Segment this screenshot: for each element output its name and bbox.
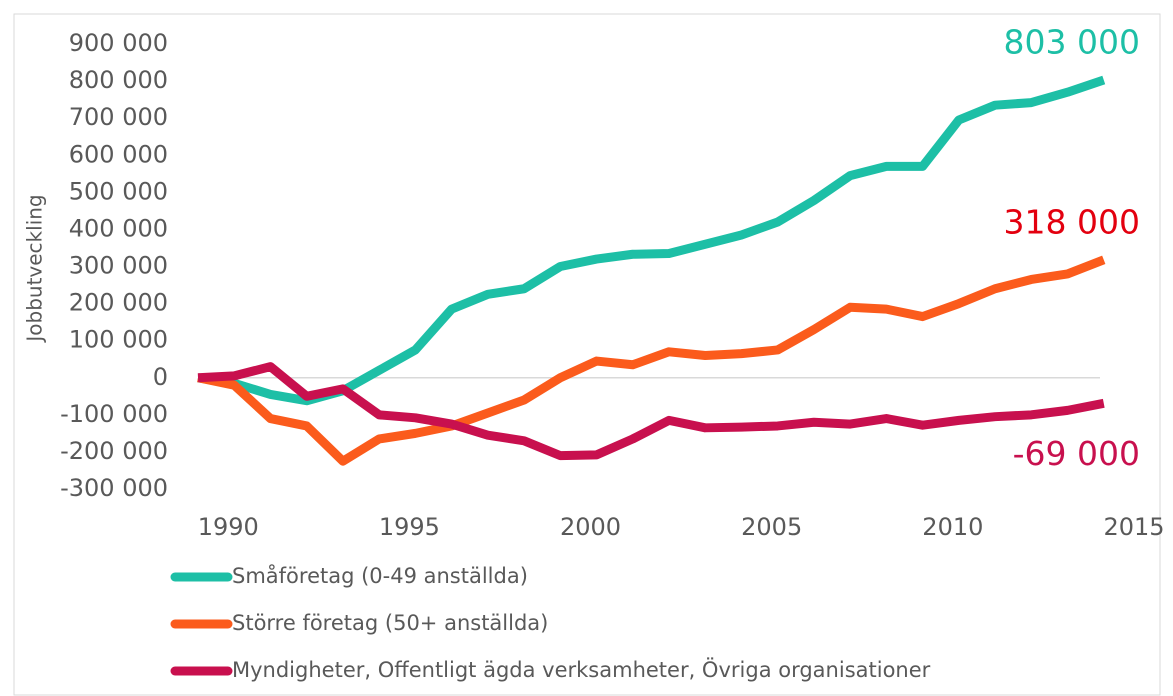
line-series xyxy=(197,75,1106,406)
y-tick-label: 300 000 xyxy=(69,252,168,280)
y-tick-label: 200 000 xyxy=(69,289,168,317)
y-tick-label: 600 000 xyxy=(69,140,168,168)
end-label: 318 000 xyxy=(1004,202,1140,241)
x-tick-label: 2000 xyxy=(560,513,621,541)
x-tick-label: 2015 xyxy=(1103,513,1164,541)
end-label: 803 000 xyxy=(1004,22,1140,61)
chart-border xyxy=(13,13,1161,696)
x-tick-label: 1990 xyxy=(198,513,259,541)
x-tick-label: 2005 xyxy=(741,513,802,541)
y-tick-label: 700 000 xyxy=(69,103,168,131)
y-tick-label: 900 000 xyxy=(69,29,168,57)
x-tick-label: 1995 xyxy=(379,513,440,541)
y-tick-label: 0 xyxy=(153,363,168,391)
y-tick-label: -100 000 xyxy=(60,400,168,428)
legend-label: Myndigheter, Offentligt ägda verksamhete… xyxy=(232,657,931,682)
legend-label: Småföretag (0-49 anställda) xyxy=(232,563,528,588)
y-axis-label: Jobbutveckling xyxy=(23,194,47,343)
y-tick-label: 800 000 xyxy=(69,66,168,94)
y-tick-label: 100 000 xyxy=(69,326,168,354)
y-tick-label: 500 000 xyxy=(69,177,168,205)
y-tick-label: -200 000 xyxy=(60,437,168,465)
x-tick-label: 2010 xyxy=(922,513,983,541)
y-tick-label: 400 000 xyxy=(69,214,168,242)
line-series xyxy=(197,255,1106,466)
line-series xyxy=(197,362,1105,461)
legend-label: Större företag (50+ anställda) xyxy=(232,611,548,635)
end-label: -69 000 xyxy=(1013,434,1140,473)
y-tick-label: -300 000 xyxy=(60,474,168,502)
